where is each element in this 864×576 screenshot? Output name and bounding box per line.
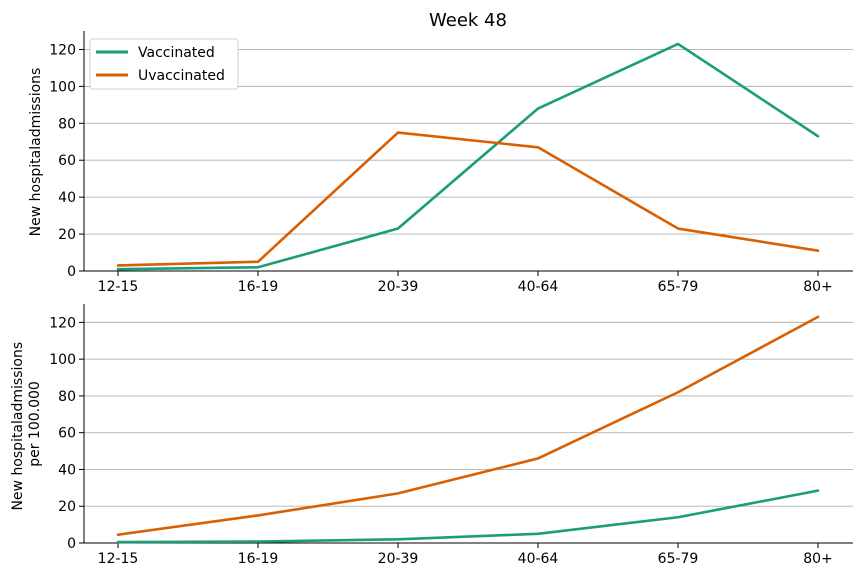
- legend-label-unvaccinated: Uvaccinated: [138, 68, 225, 84]
- chart-title: Week 48: [429, 10, 507, 31]
- top-series-line-vaccinated: [116, 42, 820, 271]
- top-y-tick-label: 80: [58, 116, 76, 132]
- bottom-x-tick-label: 12-15: [98, 551, 139, 567]
- top-chart-panel: Week 48 New hospitaladmissions 0 20 40 60 80…: [28, 10, 853, 295]
- top-y-tick-label: 60: [58, 153, 76, 169]
- legend-label-vaccinated: Vaccinated: [138, 45, 215, 61]
- bottom-y-axis-label: New hospitaladmissions per 100.000: [10, 337, 43, 510]
- top-y-tick-label: 20: [58, 227, 76, 243]
- top-y-tick-label: 40: [58, 190, 76, 206]
- top-x-tick-label: 12-15: [98, 279, 139, 295]
- bottom-x-tick-label: 16-19: [238, 551, 279, 567]
- top-y-axis-label: New hospitaladmissions: [28, 68, 44, 237]
- bottom-y-axis-label-line-1: New hospitaladmissions: [10, 342, 26, 511]
- bottom-x-tick-label: 20-39: [378, 551, 419, 567]
- bottom-y-tick-label: 20: [58, 499, 76, 515]
- bottom-y-tick-label: 40: [58, 462, 76, 478]
- bottom-y-tick-label: 60: [58, 426, 76, 442]
- top-x-tick-label: 80+: [803, 279, 833, 295]
- bottom-y-tick-label: 0: [67, 536, 76, 552]
- top-series-line-unvaccinated: [116, 131, 820, 267]
- bottom-y-axis-label-line-2: per 100.000: [27, 381, 43, 467]
- top-y-tick-label: 120: [49, 42, 76, 58]
- bottom-chart-panel: New hospitaladmissions per 100.000 0 20 40…: [10, 304, 853, 567]
- top-x-tick-label: 40-64: [518, 279, 559, 295]
- top-x-tick-label: 16-19: [238, 279, 279, 295]
- top-x-tick-label: 20-39: [378, 279, 419, 295]
- legend: Vaccinated Uvaccinated: [89, 38, 239, 90]
- bottom-y-tick-label: 100: [49, 352, 76, 368]
- bottom-x-tick-label: 80+: [803, 551, 833, 567]
- top-y-tick-label: 0: [67, 264, 76, 280]
- bottom-grid: [84, 321, 853, 544]
- bottom-y-tick-label: 120: [49, 315, 76, 331]
- top-x-tick-label: 65-79: [658, 279, 699, 295]
- bottom-series-line-vaccinated: [116, 489, 820, 544]
- top-y-tick-label: 100: [49, 79, 76, 95]
- bottom-x-tick-label: 40-64: [518, 551, 559, 567]
- bottom-x-tick-label: 65-79: [658, 551, 699, 567]
- bottom-series-line-unvaccinated: [116, 315, 820, 537]
- bottom-y-tick-label: 80: [58, 389, 76, 405]
